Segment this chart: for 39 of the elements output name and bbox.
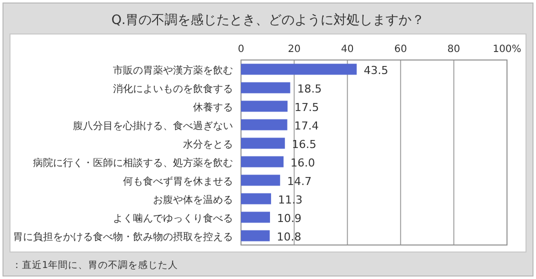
- data-label: 11.3: [278, 193, 303, 206]
- bar: [241, 100, 288, 112]
- data-label: 17.5: [294, 100, 320, 114]
- y-tick-label: 休養する: [193, 101, 233, 114]
- x-tick-label: 0: [238, 44, 244, 55]
- x-tick-label: 20: [288, 44, 301, 55]
- x-tick-label: 80: [447, 44, 460, 55]
- text: ：直近1年間に、胃の不調を感じた人: [12, 259, 178, 271]
- data-label: 16.0: [290, 156, 316, 170]
- data-label: 10.8: [276, 230, 302, 244]
- y-tick-label: 消化によいものを飲食する: [113, 82, 233, 95]
- bar: [241, 212, 270, 223]
- bar: [241, 174, 280, 186]
- bar: [241, 230, 270, 242]
- data-label: 10.9: [276, 212, 302, 225]
- bar: [241, 193, 272, 204]
- y-tick-label: 腹八分目を心掛ける、食べ過ぎない: [73, 120, 233, 132]
- bar: [241, 64, 357, 75]
- data-label: 16.5: [292, 138, 316, 151]
- plot: 0 20 40 60 80 100% 43.5 18.5 17.5 17.4 16.5 16.0 14.7 11.3 10.9 10.8: [238, 44, 522, 246]
- y-tick-label: よく噛んでゆっくり食べる: [113, 212, 233, 224]
- y-tick-label: 市販の胃薬や漢方薬を飲む: [113, 64, 233, 76]
- chart-title: Q.胃の不調を感じたとき、どのように対処しますか？: [111, 12, 425, 28]
- data-label: 17.4: [294, 119, 319, 132]
- bar: [241, 82, 290, 94]
- x-tick-label: 100%: [492, 44, 522, 55]
- x-tick-label: 60: [394, 44, 407, 55]
- x-tick-label: 40: [341, 44, 354, 55]
- bar: [241, 156, 284, 168]
- bar: [241, 119, 288, 130]
- data-label: 14.7: [287, 174, 312, 188]
- y-tick-label: 水分をとる: [183, 138, 233, 150]
- data-label: 18.5: [297, 82, 322, 96]
- y-tick-label: 何も食べず胃を休ませる: [123, 175, 233, 188]
- data-label: 43.5: [364, 64, 388, 77]
- y-tick-label: 病院に行く・医師に相談する、処方薬を飲む: [33, 156, 233, 169]
- bar: [241, 138, 285, 149]
- y-tick-label: 胃に負担をかける食べ物・飲み物の摂取を控える: [13, 230, 233, 243]
- y-tick-label: お腹や体を温める: [153, 194, 233, 206]
